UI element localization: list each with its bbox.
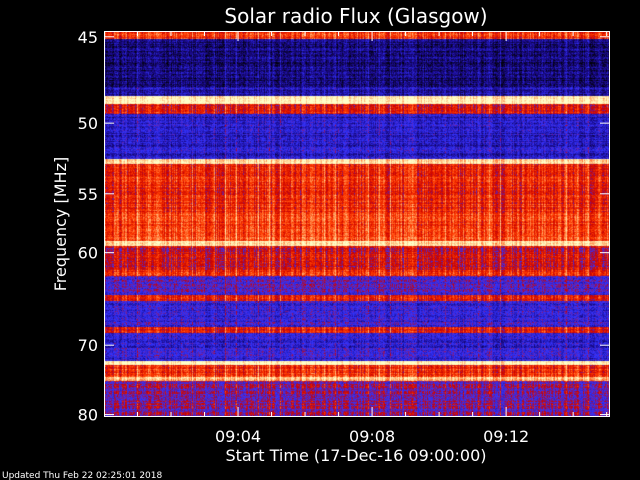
plot-frame xyxy=(104,31,610,417)
updated-timestamp: Updated Thu Feb 22 02:25:01 2018 xyxy=(2,471,163,480)
y-tick-label: 60 xyxy=(78,244,98,263)
y-tick-label: 80 xyxy=(78,406,98,425)
y-tick-label: 70 xyxy=(78,336,98,355)
y-tick-label: 45 xyxy=(78,28,98,47)
x-axis-label: Start Time (17-Dec-16 09:00:00) xyxy=(225,446,486,465)
heatmap-area xyxy=(104,31,610,417)
y-axis-label: Frequency [MHz] xyxy=(51,157,70,291)
chart-title: Solar radio Flux (Glasgow) xyxy=(224,4,487,28)
x-axis: 09:04 09:08 09:12 xyxy=(137,31,608,446)
heatmap-image xyxy=(104,31,610,417)
y-axis: 45 50 55 60 70 80 xyxy=(78,28,610,425)
x-tick-label: 09:04 xyxy=(215,427,261,446)
x-tick-label: 09:12 xyxy=(483,427,529,446)
y-tick-label: 50 xyxy=(78,114,98,133)
y-tick-label: 55 xyxy=(78,185,98,204)
x-tick-label: 09:08 xyxy=(349,427,395,446)
